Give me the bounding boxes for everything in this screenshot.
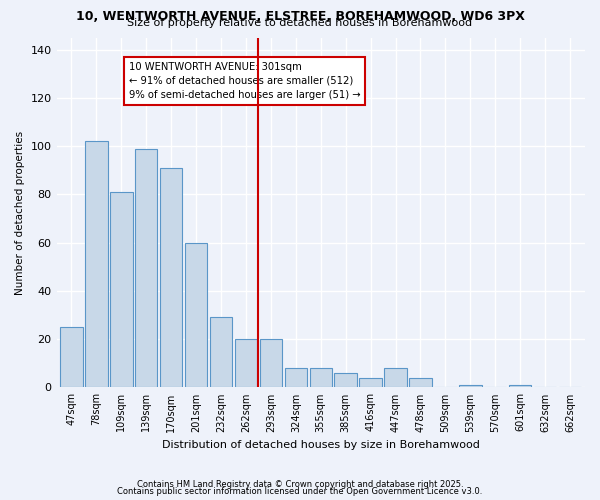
Bar — [359, 378, 382, 388]
Bar — [334, 373, 357, 388]
Text: 10, WENTWORTH AVENUE, ELSTREE, BOREHAMWOOD, WD6 3PX: 10, WENTWORTH AVENUE, ELSTREE, BOREHAMWO… — [76, 10, 524, 23]
Bar — [85, 142, 107, 388]
Bar — [135, 148, 157, 388]
Bar — [210, 318, 232, 388]
Bar — [260, 339, 282, 388]
Bar — [459, 385, 482, 388]
Bar — [185, 242, 208, 388]
X-axis label: Distribution of detached houses by size in Borehamwood: Distribution of detached houses by size … — [162, 440, 480, 450]
Text: 10 WENTWORTH AVENUE: 301sqm
← 91% of detached houses are smaller (512)
9% of sem: 10 WENTWORTH AVENUE: 301sqm ← 91% of det… — [129, 62, 361, 100]
Text: Size of property relative to detached houses in Borehamwood: Size of property relative to detached ho… — [127, 18, 473, 28]
Bar — [509, 385, 532, 388]
Bar — [284, 368, 307, 388]
Bar — [235, 339, 257, 388]
Y-axis label: Number of detached properties: Number of detached properties — [15, 130, 25, 294]
Text: Contains public sector information licensed under the Open Government Licence v3: Contains public sector information licen… — [118, 488, 482, 496]
Bar — [110, 192, 133, 388]
Text: Contains HM Land Registry data © Crown copyright and database right 2025.: Contains HM Land Registry data © Crown c… — [137, 480, 463, 489]
Bar — [160, 168, 182, 388]
Bar — [409, 378, 431, 388]
Bar — [60, 327, 83, 388]
Bar — [310, 368, 332, 388]
Bar — [385, 368, 407, 388]
